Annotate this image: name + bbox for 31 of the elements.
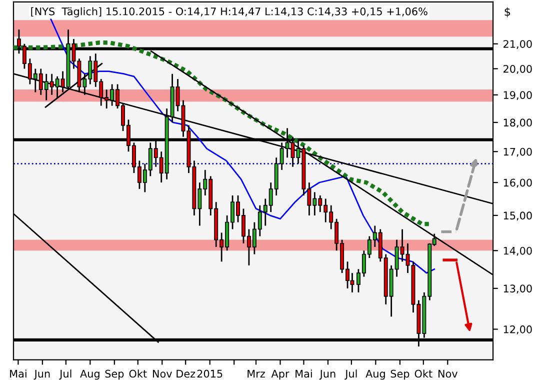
x-tick-label: Mai — [296, 370, 312, 378]
x-tick-label: Jul — [59, 370, 72, 380]
x-tick-label: Mai — [10, 370, 26, 378]
y-axis-title: $ — [504, 7, 510, 18]
x-tick-label: Dez — [176, 370, 196, 378]
y-tick-label: 12,00 — [504, 325, 532, 334]
x-tick-label: Apr — [271, 370, 290, 380]
x-tick-label: Nov — [152, 370, 172, 378]
x-tick-label: Sep — [105, 370, 124, 380]
y-tick-label: 13,00 — [504, 284, 532, 294]
x-tick-label: Okt — [414, 370, 432, 378]
line-series — [50, 17, 436, 274]
x-tick-label: Jun — [319, 370, 336, 380]
chart-title: [NYS Täglich] 15.10.2015 - O:14,17 H:14,47 L:14,13 C:14,33 +0,15 +1,06% — [31, 7, 428, 18]
x-tick-label: Jul — [344, 370, 357, 380]
y-tick-label: 15,00 — [504, 212, 532, 221]
y-tick-label: 16,00 — [504, 178, 532, 188]
y-tick-label: 14,00 — [504, 246, 532, 256]
x-tick-label: Aug — [80, 370, 100, 380]
x-tick-label: Mrz — [248, 370, 265, 378]
x-tick-label: Okt — [129, 370, 147, 378]
x-tick-label: Sep — [390, 370, 410, 380]
y-tick-label: 20,00 — [504, 64, 532, 74]
x-tick-label: Nov — [438, 370, 458, 378]
x-tick-label: Jun — [34, 370, 50, 380]
y-tick-label: 19,00 — [504, 91, 532, 100]
y-tick-label: 21,00 — [504, 40, 532, 50]
y-tick-label: 18,00 — [504, 118, 532, 128]
x-tick-label: 2015 — [197, 370, 222, 378]
y-tick-label: 17,00 — [504, 148, 532, 157]
x-tick-label: Aug — [366, 370, 385, 380]
